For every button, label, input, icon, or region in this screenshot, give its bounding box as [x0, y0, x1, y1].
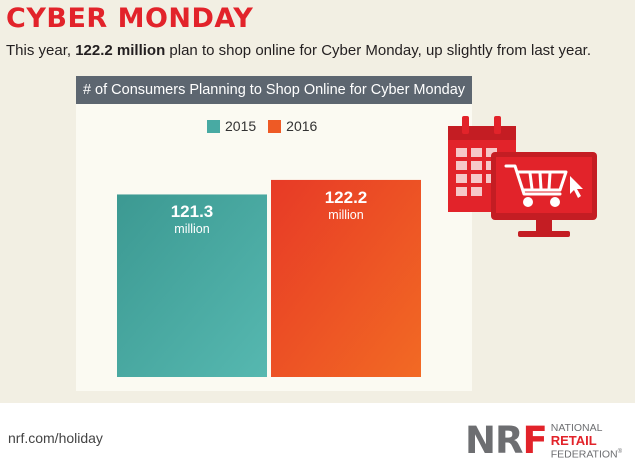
- shopping-illustration: [448, 112, 600, 252]
- footer: nrf.com/holiday NRF NATIONAL RETAIL FEDE…: [0, 403, 635, 465]
- page-title: CYBER MONDAY: [6, 3, 254, 34]
- nrf-word-federation-text: FEDERATION: [550, 448, 618, 461]
- nrf-logo: NRF NATIONAL RETAIL FEDERATION®: [465, 422, 622, 461]
- shopping-cart-icon: [504, 164, 568, 207]
- nrf-letter-f: F: [522, 419, 547, 462]
- bar-2016: [271, 179, 421, 377]
- nrf-word-national: NATIONAL: [550, 422, 603, 434]
- legend-item-2016: 2016: [268, 118, 317, 134]
- legend-swatch-2015: [207, 119, 220, 133]
- bar-unit-label-2015: million: [174, 222, 210, 237]
- bar-value-label-2015: 121.3: [170, 202, 214, 222]
- nrf-word-federation: FEDERATION®: [551, 447, 622, 461]
- nrf-word-retail: RETAIL: [550, 433, 597, 448]
- nrf-logo-letters: NRF: [465, 419, 548, 462]
- footer-url-link[interactable]: nrf.com/holiday: [8, 430, 103, 446]
- legend-label-2015: 2015: [225, 118, 257, 134]
- page-subtitle: This year, 122.2 million plan to shop on…: [6, 42, 591, 60]
- nrf-logo-words: NATIONAL RETAIL FEDERATION®: [551, 423, 622, 461]
- bar-2015: [117, 194, 267, 377]
- cursor-icon: [570, 176, 583, 198]
- nrf-registered-mark: ®: [617, 449, 623, 455]
- nrf-letter-n: N: [465, 419, 496, 462]
- monitor-icon: [491, 152, 597, 237]
- legend-item-2015: 2015: [207, 118, 256, 134]
- legend-label-2016: 2016: [286, 118, 318, 134]
- bar-unit-label-2016: million: [328, 207, 364, 222]
- subtitle-lead: This year,: [6, 42, 76, 59]
- nrf-letter-r: R: [494, 419, 523, 462]
- bar-value-label-2016: 122.2: [324, 187, 368, 207]
- chart-title: # of Consumers Planning to Shop Online f…: [76, 76, 472, 104]
- subtitle-tail: plan to shop online for Cyber Monday, up…: [165, 42, 592, 59]
- legend-swatch-2016: [268, 119, 282, 133]
- subtitle-highlight: 122.2 million: [75, 42, 166, 59]
- chart-legend: 2015 2016: [207, 118, 329, 134]
